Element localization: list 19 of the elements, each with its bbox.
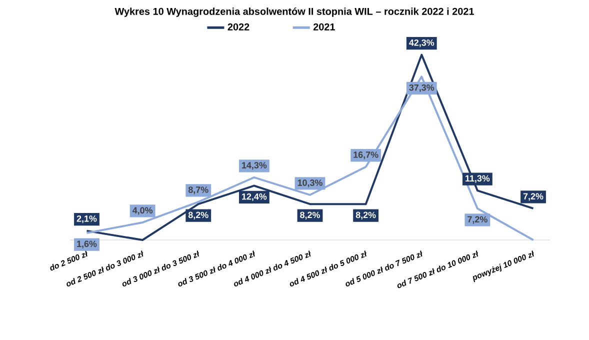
- data-label: 7,2%: [523, 193, 544, 201]
- data-label: 7,2%: [468, 216, 488, 224]
- data-label: 10,3%: [298, 180, 322, 188]
- legend-label: 2021: [313, 23, 335, 30]
- data-label: 11,3%: [466, 175, 490, 183]
- data-label: 8,2%: [300, 212, 320, 220]
- chart-title: Wykres 10 Wynagrodzenia absolwentów II stopnia WIL – rocznik 2022 i 2021: [114, 8, 474, 17]
- data-label: 8,2%: [188, 212, 208, 220]
- data-label: 8,7%: [188, 186, 208, 194]
- data-label: 14,3%: [242, 162, 267, 170]
- data-label: 8,2%: [356, 212, 376, 220]
- data-label: 12,4%: [242, 193, 267, 202]
- legend-label: 2022: [228, 23, 250, 30]
- data-label: 2,1%: [76, 215, 97, 224]
- data-label: 16,7%: [354, 152, 378, 160]
- data-label: 4,0%: [132, 207, 153, 215]
- data-label: 1,6%: [77, 240, 97, 248]
- data-label: 42,3%: [409, 39, 434, 48]
- data-label: 37,3%: [409, 84, 434, 92]
